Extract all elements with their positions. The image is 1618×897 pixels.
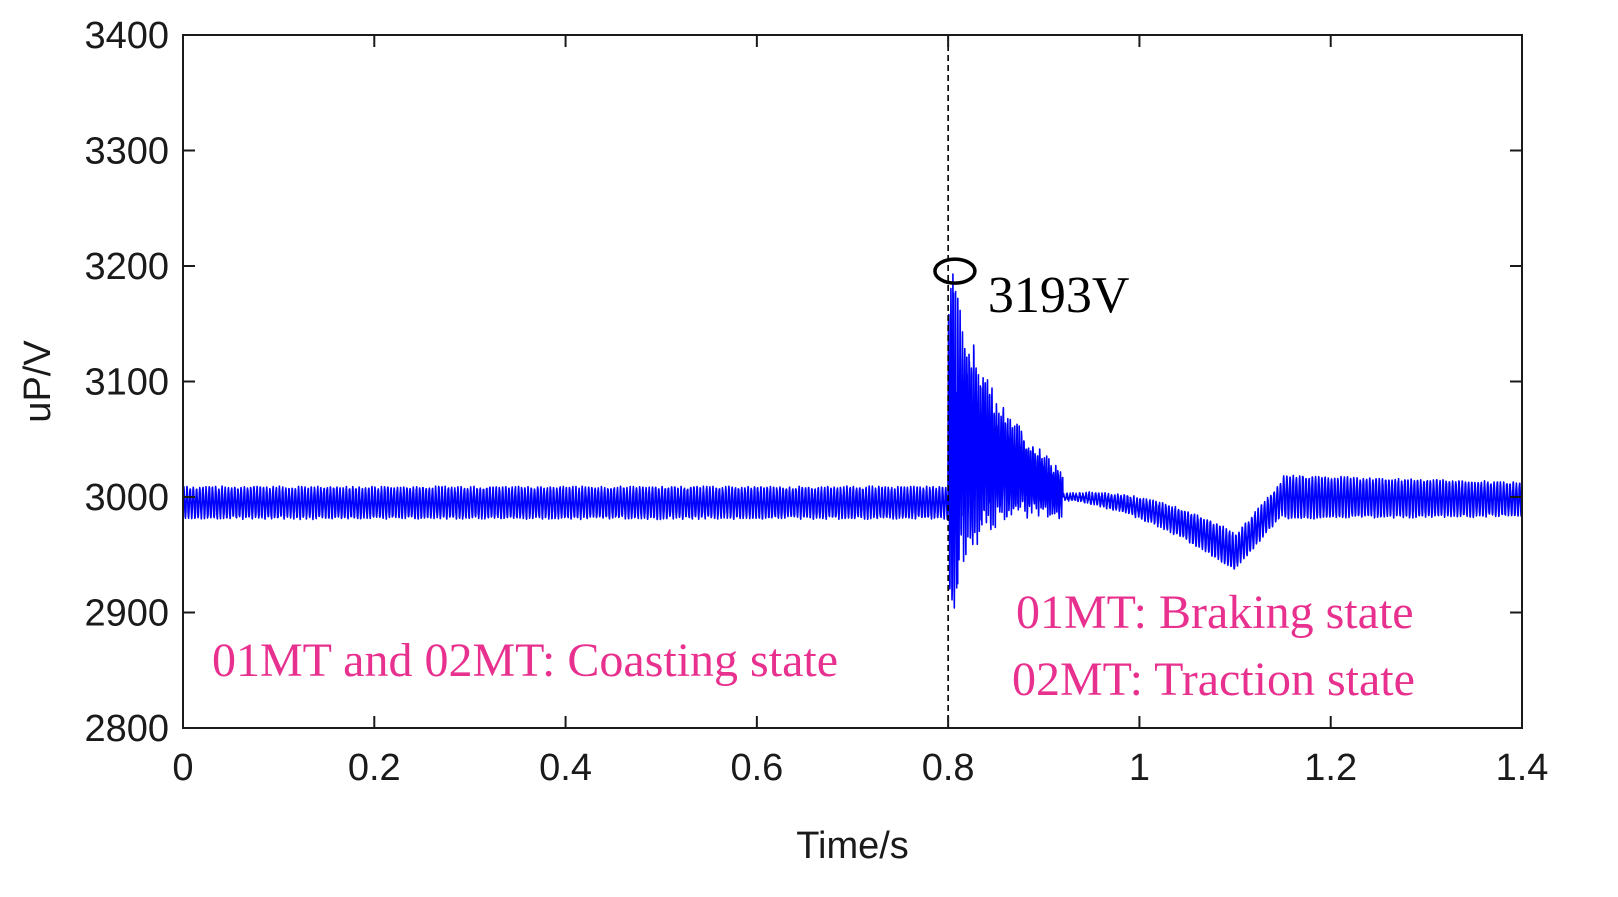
y-tick-label: 2900 — [84, 593, 169, 635]
x-tick-label: 1.4 — [1496, 747, 1549, 789]
x-tick-label: 0 — [172, 747, 193, 789]
x-tick-label: 0.8 — [922, 747, 975, 789]
y-axis-title: uP/V — [17, 340, 59, 423]
annotation-braking: 01MT: Braking state — [1016, 586, 1414, 639]
y-tick-label: 2800 — [84, 708, 169, 750]
annotation-traction: 02MT: Traction state — [1012, 653, 1415, 706]
annotation-coasting: 01MT and 02MT: Coasting state — [212, 634, 838, 687]
y-tick-label: 3400 — [84, 15, 169, 57]
peak-label: 3193V — [988, 267, 1130, 324]
x-tick-label: 0.6 — [730, 747, 783, 789]
x-tick-label: 0.4 — [539, 747, 592, 789]
x-tick-label: 0.2 — [348, 747, 401, 789]
x-axis-title: Time/s — [796, 825, 909, 867]
x-tick-label: 1.2 — [1304, 747, 1357, 789]
peak-marker — [933, 257, 977, 285]
y-tick-label: 3000 — [84, 477, 169, 519]
y-axis: 2800 2900 3000 3100 3200 3300 3400 — [84, 15, 1522, 750]
y-tick-label: 3300 — [84, 131, 169, 173]
voltage-series-line — [182, 273, 1523, 609]
x-tick-label: 1 — [1129, 747, 1150, 789]
y-tick-label: 3100 — [84, 362, 169, 404]
x-axis: 0 0.2 0.4 0.6 0.8 1 1.2 1.4 — [172, 35, 1548, 789]
y-tick-label: 3200 — [84, 246, 169, 288]
